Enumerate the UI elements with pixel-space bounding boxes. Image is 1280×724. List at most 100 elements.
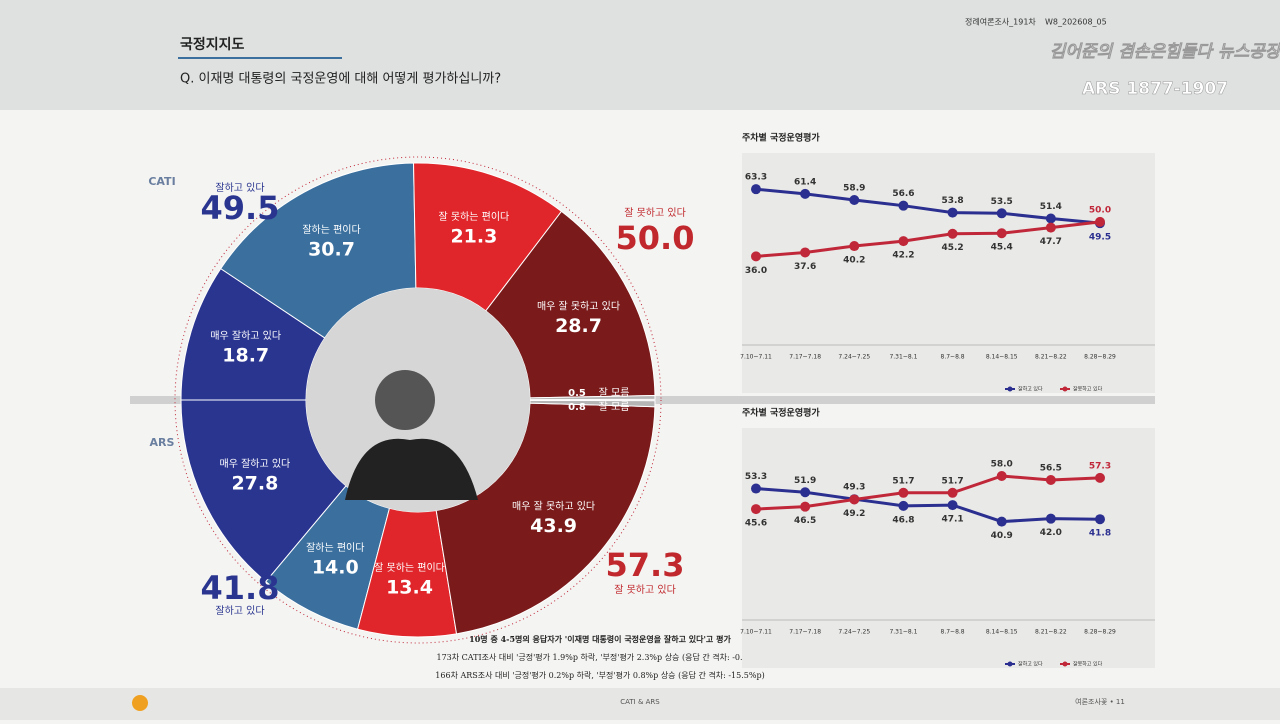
legend-dot <box>1062 661 1068 667</box>
total-value: 57.3 <box>606 546 685 584</box>
survey-code: W8_202608_05 <box>1045 18 1107 27</box>
x-tick-label: 8.28~8.29 <box>1084 354 1116 361</box>
series-line <box>755 474 1101 511</box>
value-label: 41.8 <box>1089 529 1111 539</box>
point <box>800 247 811 258</box>
legend-label: 잘하고 있다 <box>1018 386 1043 393</box>
segment-value: 21.3 <box>450 225 497 247</box>
x-tick-label: 8.14~8.15 <box>986 629 1018 636</box>
question: Q. 이재명 대통령의 국정운영에 대해 어떻게 평가하십니까? <box>180 72 501 87</box>
point <box>947 487 958 498</box>
x-tick-label: 7.24~7.25 <box>838 629 870 636</box>
value-label: 47.1 <box>941 515 963 525</box>
point <box>996 516 1007 527</box>
total-value: 41.8 <box>201 569 280 607</box>
value-label: 40.9 <box>991 531 1013 541</box>
point <box>947 207 958 218</box>
legend-dot <box>1007 386 1013 392</box>
segment-name: 잘하는 편이다 <box>302 223 360 236</box>
series-line <box>755 187 1101 225</box>
segment-value: 0.5 <box>568 388 586 399</box>
segment-value: 0.8 <box>568 402 586 413</box>
point <box>800 188 811 199</box>
segment-value: 30.7 <box>308 239 355 261</box>
value-label: 46.5 <box>794 516 816 526</box>
value-label: 45.6 <box>745 519 767 529</box>
brand: 김어준의 겸손은힘들다 뉴스공장 <box>1050 42 1280 62</box>
x-tick-label: 8.14~8.15 <box>986 354 1018 361</box>
x-tick-label: 8.7~8.8 <box>941 629 965 636</box>
point <box>996 208 1007 219</box>
legend-label: 잘못하고 있다 <box>1073 386 1103 393</box>
panel-label: CATI <box>148 175 175 188</box>
segment-name: 매우 잘 못하고 있다 <box>537 300 620 313</box>
point <box>751 251 761 262</box>
x-tick-label: 7.10~7.11 <box>740 354 772 361</box>
value-label: 45.4 <box>991 243 1013 253</box>
point <box>898 487 909 498</box>
x-tick-label: 7.31~8.1 <box>889 354 917 361</box>
value-label: 51.7 <box>892 476 914 486</box>
point <box>849 195 860 206</box>
point <box>751 483 761 494</box>
point <box>996 228 1007 239</box>
legend-label: 잘하고 있다 <box>1018 661 1043 668</box>
value-label: 58.0 <box>991 460 1013 470</box>
note: 166차 ARS조사 대비 '긍정'평가 0.2%p 하락, '부정'평가 0.… <box>435 670 764 680</box>
line-title: 주차별 국정운영평가 <box>742 407 820 419</box>
footer-center: CATI & ARS <box>620 698 660 706</box>
segment-name: 잘 모름 <box>599 387 630 399</box>
value-label: 57.3 <box>1089 461 1111 471</box>
segment-value: 13.4 <box>386 576 433 598</box>
point <box>751 504 761 515</box>
segment-name: 매우 잘 못하고 있다 <box>512 499 595 512</box>
header-band <box>0 0 1280 110</box>
point <box>751 184 761 195</box>
panel-label: ARS <box>150 436 175 449</box>
legend-label: 잘못하고 있다 <box>1073 661 1103 668</box>
x-tick-label: 7.17~7.18 <box>789 629 821 636</box>
value-label: 51.9 <box>794 476 816 486</box>
point <box>1045 213 1056 224</box>
value-label: 36.0 <box>745 266 767 276</box>
segment-value: 27.8 <box>231 473 278 495</box>
point <box>849 241 860 252</box>
value-label: 37.6 <box>794 262 816 272</box>
value-label: 49.3 <box>843 483 865 493</box>
value-label: 49.2 <box>843 509 865 519</box>
value-label: 40.2 <box>843 256 865 266</box>
point <box>800 487 811 498</box>
value-label: 56.6 <box>892 189 914 199</box>
point <box>1095 514 1105 525</box>
logo-mark <box>132 695 148 711</box>
total-name: 잘 못하고 있다 <box>624 206 686 219</box>
point <box>898 200 909 211</box>
phone: ARS 1877-1907 <box>1082 79 1228 99</box>
outer-ring <box>174 156 662 644</box>
note: 10명 중 4-5명의 응답자가 '이재명 대통령이 국정운영을 잘하고 있다'… <box>469 634 731 644</box>
total-name: 잘 못하고 있다 <box>614 583 676 596</box>
point <box>947 500 958 511</box>
x-tick-label: 8.21~8.22 <box>1035 629 1067 636</box>
legend-dot <box>1007 661 1013 667</box>
value-label: 56.5 <box>1040 464 1062 474</box>
point <box>1045 513 1056 524</box>
note: 173차 CATI조사 대비 '긍정'평가 1.9%p 하락, '부정'평가 2… <box>437 652 764 662</box>
line-title: 주차별 국정운영평가 <box>742 132 820 144</box>
plot-area <box>742 428 1155 668</box>
value-label: 42.0 <box>1040 528 1062 538</box>
value-label: 42.2 <box>892 251 914 261</box>
point <box>800 501 811 512</box>
point <box>1095 216 1105 227</box>
x-tick-label: 8.28~8.29 <box>1084 629 1116 636</box>
value-label: 51.4 <box>1040 202 1062 212</box>
x-tick-label: 8.21~8.22 <box>1035 354 1067 361</box>
footer-band <box>0 688 1280 720</box>
point <box>996 471 1007 481</box>
segment-value: 43.9 <box>530 515 577 537</box>
section-title: 국정지지도 <box>180 36 245 53</box>
legend-dot <box>1062 386 1068 392</box>
value-label: 47.7 <box>1040 237 1062 247</box>
segment-name: 잘 모름 <box>599 401 630 413</box>
